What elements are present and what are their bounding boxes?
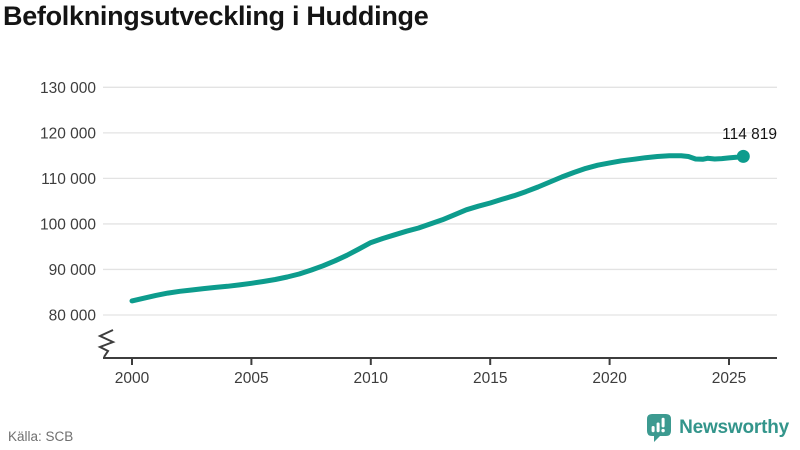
axis-break-icon <box>97 329 116 358</box>
x-axis-label: 2005 <box>234 370 268 387</box>
newsworthy-wordmark: Newsworthy <box>679 417 789 438</box>
latest-value-dot <box>736 149 750 163</box>
newsworthy-logo-icon <box>647 414 672 442</box>
latest-value-label: 114 819 <box>722 126 777 143</box>
source-label: Källa: SCB <box>8 429 74 444</box>
x-axis-label: 2015 <box>473 370 507 387</box>
y-axis-label: 110 000 <box>41 171 96 188</box>
y-axis-label: 100 000 <box>40 216 96 233</box>
newsworthy-logo: Newsworthy <box>646 413 789 443</box>
page-title: Befolkningsutveckling i Huddinge <box>3 1 429 31</box>
y-axis-label: 130 000 <box>40 80 96 97</box>
x-axis-label: 2020 <box>592 370 627 387</box>
x-axis-label: 2000 <box>115 370 150 387</box>
y-axis-label: 90 000 <box>49 262 97 279</box>
x-axis-label: 2025 <box>712 370 746 387</box>
x-axis-label: 2010 <box>354 370 389 387</box>
population-line <box>129 153 746 304</box>
y-axis-label: 120 000 <box>40 125 96 142</box>
y-axis-label: 80 000 <box>49 308 97 325</box>
population-line-chart: 130 000 120 000 110 000 100 000 90 000 80 000… <box>40 80 777 387</box>
